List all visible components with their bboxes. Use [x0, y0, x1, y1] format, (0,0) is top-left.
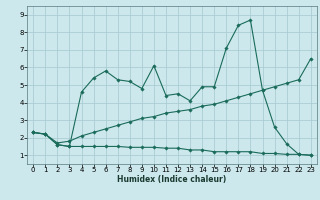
- X-axis label: Humidex (Indice chaleur): Humidex (Indice chaleur): [117, 175, 227, 184]
